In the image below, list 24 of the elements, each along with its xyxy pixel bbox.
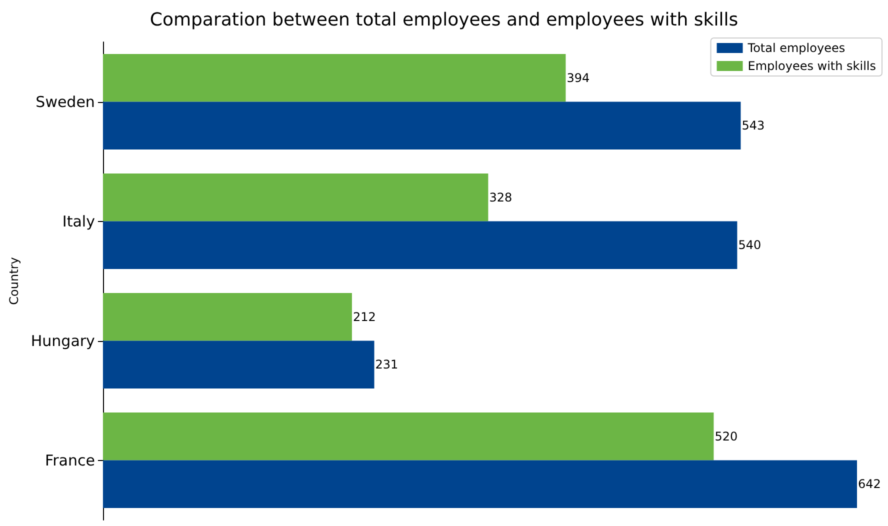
data-label: 540 — [738, 238, 762, 252]
data-label: 212 — [352, 310, 376, 324]
data-label: 328 — [489, 190, 512, 204]
bar — [102, 340, 374, 389]
data-label: 231 — [375, 358, 398, 372]
y-tick-label: Sweden — [36, 92, 95, 111]
bar — [102, 102, 741, 150]
y-tick-label: France — [45, 451, 95, 470]
y-axis-title: Country — [7, 257, 21, 305]
y-tick-label: Italy — [62, 212, 96, 230]
bar — [102, 54, 566, 102]
bar — [102, 460, 857, 508]
data-label: 520 — [714, 429, 738, 444]
y-tick-label: Hungary — [30, 332, 96, 350]
legend-label: Employees with skills — [748, 59, 876, 73]
bar — [102, 221, 738, 270]
data-label: 543 — [742, 118, 765, 133]
data-label: 394 — [566, 70, 590, 85]
bar — [102, 292, 352, 341]
legend-label: Total employees — [746, 41, 846, 55]
data-label: 642 — [858, 477, 881, 492]
bar — [102, 412, 714, 460]
bar — [102, 173, 488, 222]
chart-title: Comparation between total employees and employees with skills — [150, 10, 738, 30]
